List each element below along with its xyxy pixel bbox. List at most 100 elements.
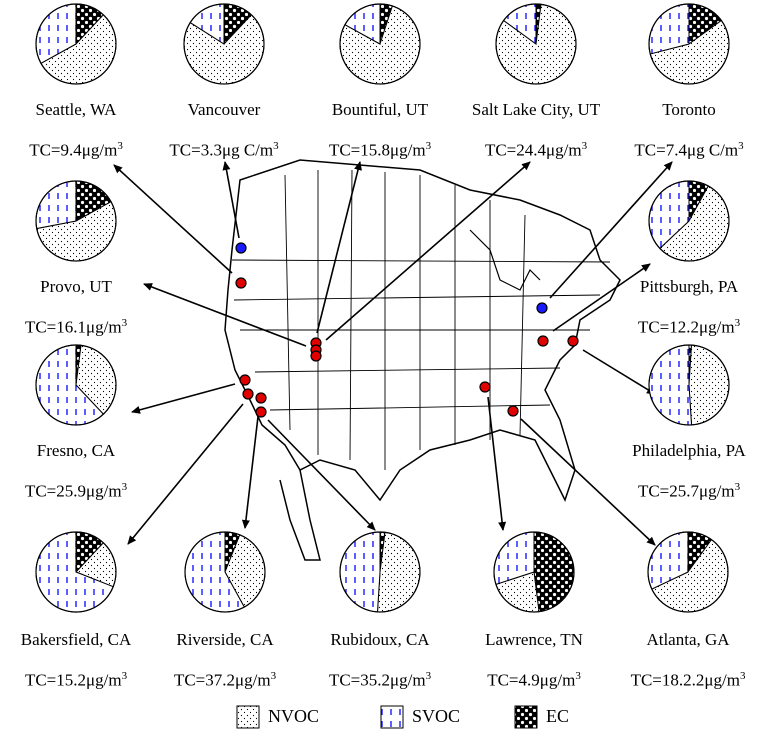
pie-slice-rubidoux-ca-nvoc xyxy=(376,531,421,613)
site-tc-unit-exponent-pittsburgh-pa: 3 xyxy=(734,317,741,329)
site-tc-bountiful-ut: TC=15.8μg/m3 xyxy=(290,136,470,161)
pie-outline-toronto xyxy=(648,3,730,85)
marker-philadelphia-pa xyxy=(567,335,579,347)
marker-vancouver xyxy=(235,242,247,254)
leader-arrows xyxy=(113,161,673,546)
site-tc-value-philadelphia-pa: TC=25.7μg/m xyxy=(637,481,735,501)
map-borders xyxy=(231,169,611,470)
site-tc-atlanta-ga: TC=18.2.2μg/m3 xyxy=(598,666,767,691)
site-tc-toronto: TC=7.4μg C/m3 xyxy=(599,136,767,161)
marker-provo-ut xyxy=(310,350,322,362)
pie-slice-rubidoux-ca-svoc xyxy=(339,531,381,613)
site-tc-value-seattle-wa: TC=9.4μg/m xyxy=(29,140,118,160)
site-tc-philadelphia-pa: TC=25.7μg/m3 xyxy=(599,477,767,502)
arrow-salt-lake-city-ut xyxy=(325,161,531,341)
site-name-bakersfield-ca: Bakersfield, CA xyxy=(20,630,132,649)
legend-label-ec: EC xyxy=(546,706,570,726)
pie-riverside-ca xyxy=(184,531,266,613)
pie-seattle-wa xyxy=(35,3,117,85)
site-tc-value-salt-lake-city-ut: TC=24.4μg/m xyxy=(484,140,582,160)
site-tc-unit-exponent-philadelphia-pa: 3 xyxy=(734,481,741,493)
site-tc-unit-exponent-toronto: 3 xyxy=(738,140,744,152)
arrow-rubidoux-ca xyxy=(267,419,376,531)
pie-outline-seattle-wa xyxy=(35,3,117,85)
pie-vancouver xyxy=(183,3,265,85)
north-america-map xyxy=(224,159,621,561)
arrow-fresno-ca xyxy=(131,383,236,414)
site-tc-fresno-ca: TC=25.9μg/m3 xyxy=(0,477,166,502)
site-tc-value-provo-ut: TC=16.1μg/m xyxy=(24,317,122,337)
pie-slice-lawrence-tn-ec xyxy=(533,531,575,613)
site-name-seattle-wa: Seattle, WA xyxy=(35,100,117,119)
pie-toronto xyxy=(648,3,730,85)
site-tc-rubidoux-ca: TC=35.2μg/m3 xyxy=(290,666,470,691)
pie-salt-lake-city-ut xyxy=(495,3,577,85)
pie-slice-philadelphia-pa-nvoc xyxy=(688,344,730,426)
arrow-atlanta-ga xyxy=(520,418,656,546)
pie-bakersfield-ca xyxy=(35,531,117,613)
site-tc-value-rubidoux-ca: TC=35.2μg/m xyxy=(328,670,426,690)
site-tc-unit-exponent-lawrence-tn: 3 xyxy=(575,670,581,682)
pie-pittsburgh-pa xyxy=(648,180,730,262)
site-name-lawrence-tn: Lawrence, TN xyxy=(485,630,583,649)
site-markers xyxy=(235,242,579,418)
marker-toronto xyxy=(536,302,548,314)
pie-outline-provo-ut xyxy=(35,180,117,262)
pie-slice-philadelphia-pa-svoc xyxy=(648,344,693,426)
marker-pittsburgh-pa xyxy=(537,335,549,347)
map-gulf xyxy=(279,469,321,561)
pie-provo-ut xyxy=(35,180,117,262)
marker-bakersfield-ca xyxy=(242,388,254,400)
site-tc-unit-exponent-salt-lake-city-ut: 3 xyxy=(581,140,588,152)
pie-outline-philadelphia-pa xyxy=(648,344,730,426)
legend-swatch-nvoc xyxy=(236,705,260,729)
pie-outline-bakersfield-ca xyxy=(35,531,117,613)
legend-swatch-svoc xyxy=(380,705,404,729)
site-name-atlanta-ga: Atlanta, GA xyxy=(646,630,730,649)
site-tc-value-pittsburgh-pa: TC=12.2μg/m xyxy=(637,317,735,337)
marker-fresno-ca xyxy=(239,374,251,386)
legend-swatch-ec xyxy=(514,705,538,729)
legend-label-svoc: SVOC xyxy=(412,706,461,726)
site-tc-unit-exponent-rubidoux-ca: 3 xyxy=(425,670,432,682)
site-tc-unit-exponent-fresno-ca: 3 xyxy=(121,481,128,493)
site-name-provo-ut: Provo, UT xyxy=(40,277,112,296)
site-name-bountiful-ut: Bountiful, UT xyxy=(331,100,429,119)
pie-outline-rubidoux-ca xyxy=(339,531,421,613)
site-tc-value-toronto: TC=7.4μg C/m xyxy=(634,140,739,160)
site-tc-value-atlanta-ga: TC=18.2.2μg/m xyxy=(630,670,740,690)
pie-outline-atlanta-ga xyxy=(647,531,729,613)
site-name-fresno-ca: Fresno, CA xyxy=(36,441,116,460)
site-tc-unit-exponent-provo-ut: 3 xyxy=(121,317,128,329)
pie-charts xyxy=(35,3,730,613)
marker-seattle-wa xyxy=(235,277,247,289)
site-tc-vancouver: TC=3.3μg C/m3 xyxy=(134,136,314,161)
pie-atlanta-ga xyxy=(647,531,729,613)
pie-outline-vancouver xyxy=(183,3,265,85)
legend-label-nvoc: NVOC xyxy=(268,706,320,726)
site-tc-seattle-wa: TC=9.4μg/m3 xyxy=(0,136,166,161)
pie-outline-salt-lake-city-ut xyxy=(495,3,577,85)
arrow-vancouver xyxy=(222,161,240,239)
site-tc-value-bountiful-ut: TC=15.8μg/m xyxy=(328,140,426,160)
site-tc-unit-exponent-seattle-wa: 3 xyxy=(117,140,123,152)
site-tc-riverside-ca: TC=37.2μg/m3 xyxy=(135,666,315,691)
arrow-riverside-ca xyxy=(241,407,260,529)
arrow-seattle-wa xyxy=(113,164,233,274)
site-tc-bakersfield-ca: TC=15.2μg/m3 xyxy=(0,666,166,691)
site-tc-unit-exponent-vancouver: 3 xyxy=(273,140,279,152)
site-tc-salt-lake-city-ut: TC=24.4μg/m3 xyxy=(446,136,626,161)
site-tc-unit-exponent-bakersfield-ca: 3 xyxy=(121,670,128,682)
site-tc-unit-exponent-atlanta-ga: 3 xyxy=(739,670,746,682)
pie-outline-riverside-ca xyxy=(184,531,266,613)
legend xyxy=(236,705,538,729)
site-name-salt-lake-city-ut: Salt Lake City, UT xyxy=(471,100,601,119)
site-name-riverside-ca: Riverside, CA xyxy=(176,630,274,649)
marker-lawrence-tn xyxy=(479,381,491,393)
pie-outline-bountiful-ut xyxy=(339,3,421,85)
pie-outline-pittsburgh-pa xyxy=(648,180,730,262)
pie-philadelphia-pa xyxy=(648,344,730,426)
site-tc-value-bakersfield-ca: TC=15.2μg/m xyxy=(24,670,122,690)
